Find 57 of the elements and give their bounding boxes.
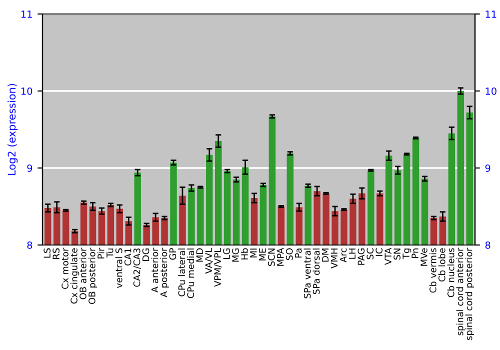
x-tick-label: SCN — [268, 248, 275, 266]
x-tick-label: Cb vermis — [429, 248, 436, 293]
x-tick-label: SC — [366, 248, 374, 260]
x-tick-label: LS — [44, 248, 51, 258]
x-tick-label: VPM/VPL — [214, 248, 222, 287]
x-tick-label: CPu medial — [187, 248, 194, 298]
x-tick-label: VA/VL — [205, 248, 213, 274]
x-tick-label: PAG — [358, 248, 365, 265]
x-tick-label: Pir — [97, 248, 104, 258]
y-tick-label: 8 — [27, 241, 32, 249]
x-tick-label: ME — [259, 248, 266, 260]
y-tick-label: 9 — [27, 164, 32, 172]
x-tick-label: Pa — [295, 248, 302, 258]
x-tick-label: IC — [376, 248, 383, 256]
y2-tick-label: 9 — [485, 164, 490, 172]
x-tick-label: A posterior — [160, 248, 169, 298]
x-tick-label: MG — [232, 248, 239, 262]
y2-tick-label: 10 — [486, 87, 496, 95]
y-tick-label: 10 — [21, 87, 32, 95]
x-tick-label: Cx motor — [62, 248, 68, 289]
x-tick-label: Pn — [412, 248, 418, 258]
x-tick-label: Cb lobe — [438, 248, 446, 282]
x-tick-label: MD — [196, 248, 203, 262]
x-tick-label: MI — [250, 248, 257, 258]
x-tick-label: GP — [169, 248, 176, 260]
x-tick-label: CA2/CA3 — [133, 248, 141, 287]
x-tick-label: Tg — [402, 248, 412, 260]
x-tick-label: A anterior — [151, 248, 158, 293]
x-tick-label: Cb nucleus — [447, 248, 454, 298]
x-tick-label: DM — [322, 248, 329, 262]
x-tick-label: CA1 — [124, 248, 132, 266]
y-axis-title: Log2 (expression) — [8, 84, 18, 175]
x-tick-label: SPa ventral — [304, 248, 311, 298]
x-tick-label: OB anterior — [79, 248, 86, 300]
x-tick-label: Arc — [340, 248, 347, 262]
x-tick-label: VTA — [384, 248, 392, 265]
x-tick-label: VMH — [330, 248, 338, 268]
x-tick-label: SN — [394, 248, 400, 260]
x-tick-label: OB posterior — [88, 248, 98, 304]
x-tick-label: Cx cingulate — [70, 248, 80, 304]
x-tick-label: MVe — [420, 248, 428, 266]
x-tick-label: spinal cord anterior — [456, 248, 466, 336]
x-tick-label: LG — [223, 248, 230, 259]
x-tick-label: CPu lateral — [178, 248, 186, 296]
x-tick-label: LH — [348, 248, 356, 259]
x-tick-label: Tu — [106, 248, 114, 258]
x-tick-label: spinal cord posterior — [465, 248, 474, 340]
x-tick-label: DG — [142, 248, 150, 261]
x-tick-label: MPA — [277, 248, 284, 266]
x-tick-label: RS — [52, 248, 60, 259]
y-tick-label: 11 — [21, 10, 32, 18]
x-tick-label: Hb — [240, 248, 248, 260]
x-tick-label: SO — [286, 248, 293, 260]
x-tick-label: ventral S — [115, 248, 122, 288]
x-tick-label: SPa dorsal — [312, 248, 320, 294]
y2-tick-label: 11 — [486, 10, 496, 18]
y2-tick-label: 8 — [485, 241, 490, 249]
